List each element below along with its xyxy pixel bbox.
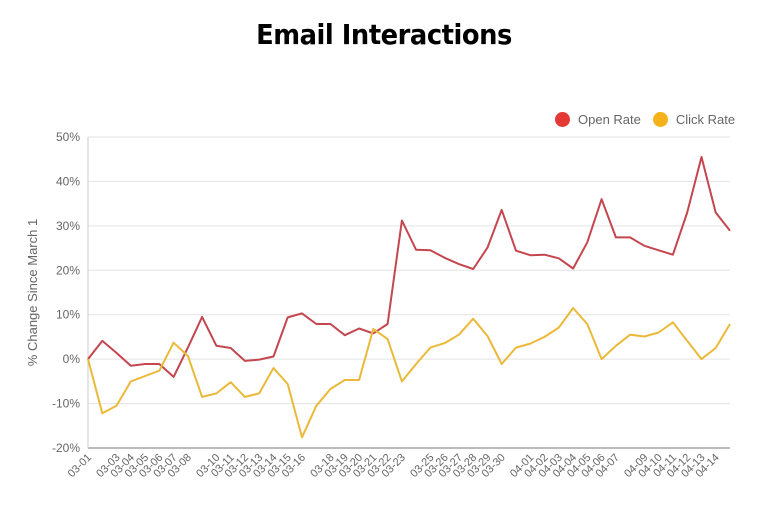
series-line-open-rate[interactable] bbox=[87, 156, 731, 378]
legend-dot-icon bbox=[555, 112, 570, 127]
gridlines bbox=[88, 136, 730, 449]
y-tick-label: 50% bbox=[56, 130, 80, 144]
y-tick-label: 30% bbox=[56, 219, 80, 233]
chart-title: Email Interactions bbox=[256, 18, 512, 51]
legend-dot-icon bbox=[652, 112, 668, 127]
y-tick-label: -20% bbox=[52, 441, 80, 455]
chart-legend: Open Rate Click Rate bbox=[555, 112, 747, 127]
series-line-click-rate[interactable] bbox=[87, 307, 731, 439]
y-axis-label: % Change Since March 1 bbox=[25, 219, 40, 366]
y-tick-label: 40% bbox=[56, 174, 80, 188]
legend-item-click-rate[interactable]: Click Rate bbox=[652, 112, 736, 127]
y-tick-label: -10% bbox=[52, 397, 80, 411]
y-tick-label: 10% bbox=[56, 308, 80, 322]
x-tick-label: 03-01 bbox=[66, 452, 94, 480]
y-tick-label: 0% bbox=[63, 352, 81, 366]
legend-item-open-rate[interactable]: Open Rate bbox=[555, 112, 641, 127]
y-tick-label: 20% bbox=[56, 263, 80, 277]
legend-label: Click Rate bbox=[675, 112, 736, 127]
legend-label: Open Rate bbox=[578, 112, 641, 127]
